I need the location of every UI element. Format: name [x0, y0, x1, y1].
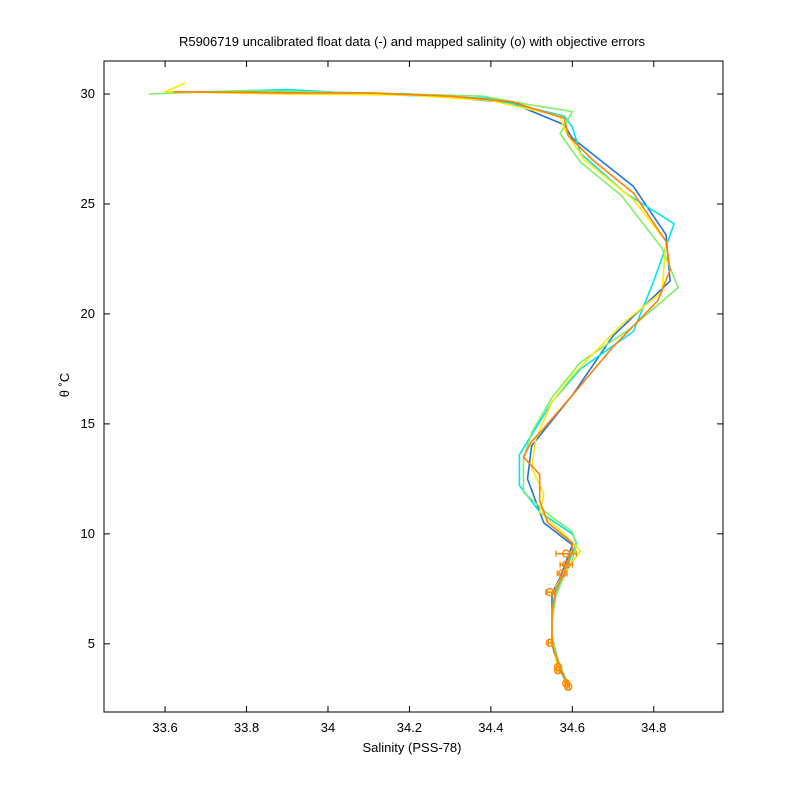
y-tick-label: 10 [81, 526, 95, 541]
mapped-salinity-point [561, 549, 571, 558]
series-line [165, 88, 675, 680]
series-lines [148, 82, 680, 686]
chart-title: R5906719 uncalibrated float data (-) and… [179, 34, 646, 49]
y-axis-label: θ ˚C [57, 373, 72, 398]
x-axis-label: Salinity (PSS-78) [363, 740, 462, 755]
mapped-salinity-point [561, 560, 571, 569]
x-tick-label: 34 [321, 720, 335, 735]
series-line [148, 89, 680, 684]
x-tick-label: 33.8 [234, 720, 259, 735]
axis-ticks: 33.6 33.8 34 34.2 34.4 34.6 34.8 5 10 15 20 25 30 [81, 61, 723, 735]
mapped-salinity-point [545, 638, 555, 647]
x-tick-label: 34.2 [397, 720, 422, 735]
plot-area [103, 60, 724, 713]
x-tick-label: 34.4 [478, 720, 503, 735]
y-tick-label: 30 [81, 86, 95, 101]
x-tick-label: 34.6 [560, 720, 585, 735]
y-tick-label: 5 [88, 636, 95, 651]
y-tick-label: 25 [81, 196, 95, 211]
mapped-salinity-markers [545, 549, 578, 691]
x-tick-label: 33.6 [152, 720, 177, 735]
x-tick-label: 34.8 [641, 720, 666, 735]
mapped-salinity-point [557, 569, 567, 578]
y-tick-label: 20 [81, 306, 95, 321]
mapped-salinity-point [553, 665, 563, 675]
mapped-salinity-point [545, 587, 555, 597]
series-line [173, 91, 671, 686]
mapped-salinity-point [564, 682, 573, 691]
y-tick-label: 15 [81, 416, 95, 431]
